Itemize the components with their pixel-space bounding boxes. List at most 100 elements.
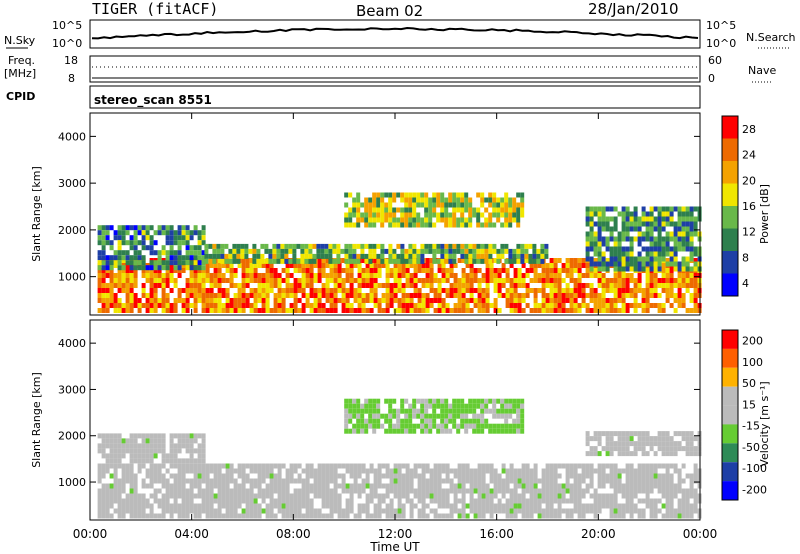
velocity-cell [281,513,286,519]
power-cell [129,303,134,308]
power-cell [597,251,602,257]
velocity-cell [141,513,146,519]
power-cell [240,243,245,249]
velocity-cell [581,488,586,494]
velocity-cell [193,448,198,454]
power-cell [105,303,110,308]
velocity-cell [201,448,206,454]
velocity-cell [461,468,466,474]
velocity-cell [441,513,446,519]
velocity-cell [337,493,342,499]
velocity-cell [393,493,398,499]
power-cell [229,273,234,278]
velocity-cell [481,498,486,504]
date-label: 28/Jan/2010 [588,0,679,18]
power-cell [436,212,441,218]
velocity-cell [265,463,270,469]
power-cell [245,258,250,263]
velocity-cell [397,483,402,489]
velocity-cell [665,431,670,437]
velocity-cell [285,513,290,519]
velocity-cell [541,493,546,499]
velocity-cell [637,498,642,504]
power-cell [448,222,453,228]
power-cell [284,243,289,249]
power-cell [457,293,462,298]
power-cell [681,231,686,237]
power-cell [437,283,442,288]
power-cell [344,217,349,223]
power-cell [189,235,194,241]
power-cell [348,207,353,213]
velocity-cell [649,446,654,452]
power-cell [201,273,206,278]
velocity-cell [117,503,122,509]
power-cell [489,303,494,308]
power-cell [125,263,130,268]
power-cell [468,212,473,218]
power-cell [185,265,190,271]
power-cell [441,303,446,308]
velocity-cell [173,458,178,464]
velocity-cell [213,483,218,489]
power-cell [493,283,498,288]
power-cell [197,268,202,273]
power-cell [301,293,306,298]
velocity-cell [229,508,234,514]
power-cell [669,216,674,222]
power-cell [245,273,250,278]
power-cell [645,256,650,262]
velocity-cell [177,488,182,494]
power-cell [145,308,150,313]
power-cell [400,192,405,198]
velocity-cell [173,488,178,494]
velocity-cell [165,488,170,494]
power-cell [469,308,474,313]
power-cell [248,248,253,254]
velocity-cell [344,423,349,429]
velocity-cell [609,431,614,437]
velocity-cell [472,398,477,404]
power-cell [404,248,409,254]
velocity-cell [649,508,654,514]
velocity-cell [581,473,586,479]
power-cell [129,245,134,251]
velocity-cell [677,488,682,494]
velocity-cell [109,438,114,444]
power-cbar-swatch [722,161,738,184]
velocity-cell [369,488,374,494]
power-cell [525,283,530,288]
velocity-cell [153,513,158,519]
x-axis-label: Time UT [369,540,420,554]
power-cell [105,260,110,266]
velocity-cell [153,433,158,439]
power-cell [425,258,430,263]
velocity-cell [321,493,326,499]
velocity-cell [637,436,642,442]
power-cell [449,263,454,268]
power-cell [109,303,114,308]
velocity-cell [129,433,134,439]
power-cell [673,298,678,303]
velocity-cell [593,431,598,437]
velocity-cell [641,436,646,442]
velocity-cell [448,408,453,414]
power-cell [589,211,594,217]
velocity-cell [645,503,650,509]
power-cell [425,278,430,283]
velocity-cell [456,408,461,414]
power-cell [509,308,514,313]
velocity-cell [221,503,226,509]
power-cell [101,283,106,288]
velocity-cell [356,423,361,429]
power-cell [121,225,126,231]
power-cell [436,243,441,249]
power-cell [477,283,482,288]
velocity-cell [617,468,622,474]
power-cell [356,202,361,208]
power-cell [133,235,138,241]
power-cell [516,258,521,264]
velocity-cell [177,513,182,519]
power-cell [637,266,642,272]
velocity-cell [376,403,381,409]
